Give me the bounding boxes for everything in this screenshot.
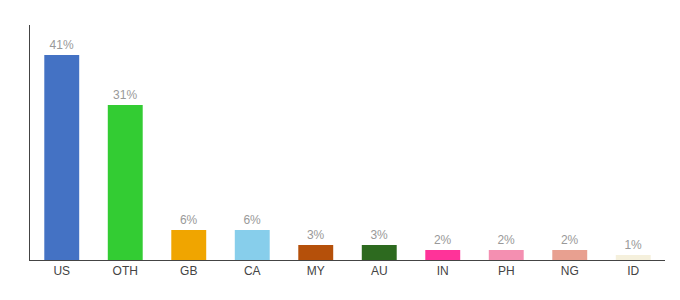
svg-text:2%: 2% <box>497 233 515 247</box>
svg-text:1%: 1% <box>624 238 642 252</box>
svg-text:6%: 6% <box>243 213 261 227</box>
svg-text:MY: MY <box>307 264 325 278</box>
svg-text:2%: 2% <box>561 233 579 247</box>
svg-text:US: US <box>53 264 70 278</box>
svg-text:3%: 3% <box>370 228 388 242</box>
svg-text:31%: 31% <box>113 88 137 102</box>
svg-text:2%: 2% <box>434 233 452 247</box>
svg-text:PH: PH <box>498 264 515 278</box>
svg-text:OTH: OTH <box>113 264 138 278</box>
svg-text:3%: 3% <box>307 228 325 242</box>
svg-text:NG: NG <box>561 264 579 278</box>
svg-text:6%: 6% <box>180 213 198 227</box>
svg-text:ID: ID <box>627 264 639 278</box>
svg-text:IN: IN <box>437 264 449 278</box>
svg-text:AU: AU <box>371 264 388 278</box>
svg-text:CA: CA <box>244 264 261 278</box>
svg-text:41%: 41% <box>50 38 74 52</box>
svg-text:GB: GB <box>180 264 197 278</box>
